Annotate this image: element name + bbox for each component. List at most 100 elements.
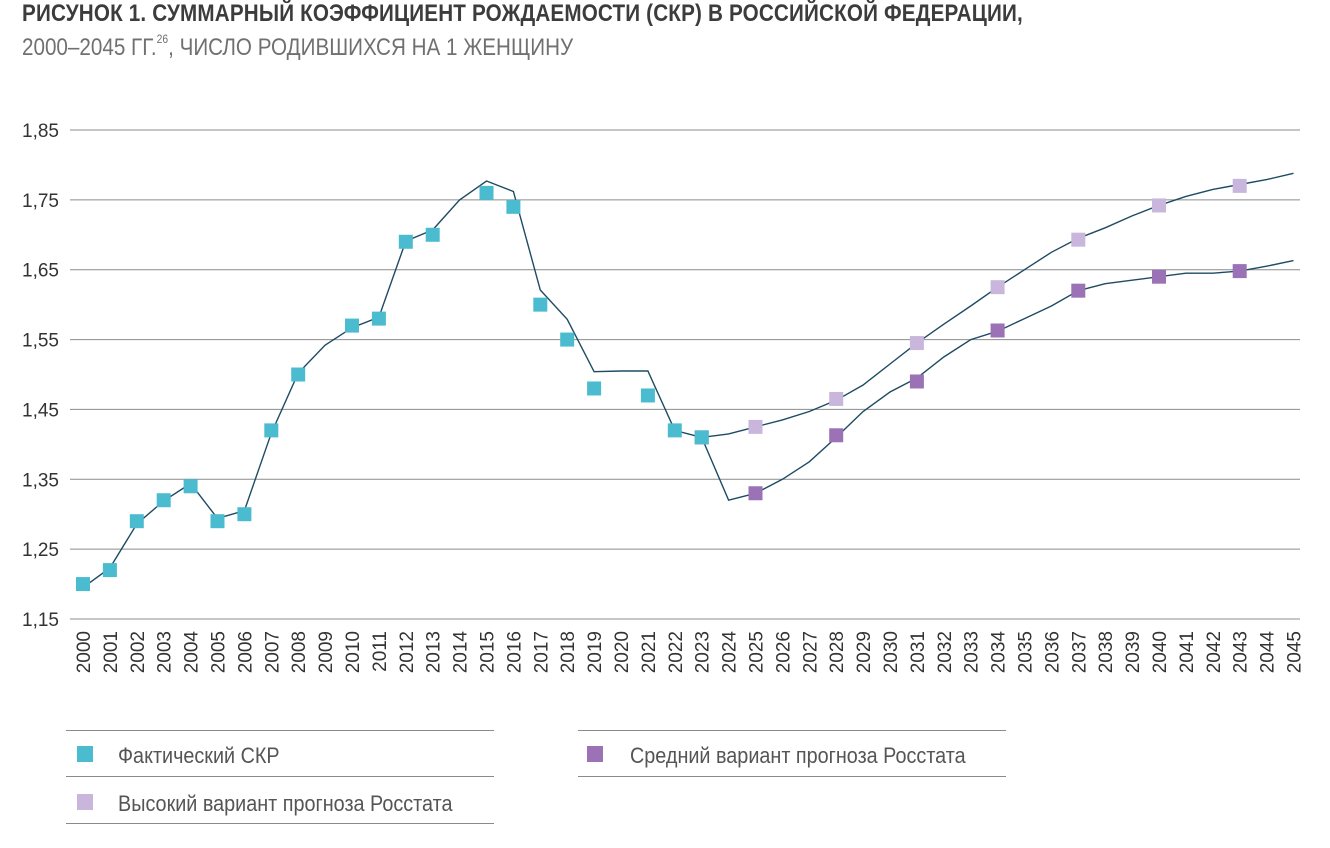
data-point (506, 199, 521, 214)
x-tick-label: 2037 (1069, 631, 1090, 673)
data-point (640, 388, 655, 403)
legend-swatch-medium (587, 746, 603, 762)
data-point (479, 185, 494, 200)
y-tick-label: 1,15 (22, 610, 59, 631)
data-point (829, 391, 844, 406)
data-point (102, 563, 117, 578)
data-point (291, 367, 306, 382)
x-tick-label: 2029 (854, 631, 875, 673)
y-tick-label: 1,65 (22, 261, 59, 282)
legend-label: Фактический СКР (118, 743, 280, 768)
x-tick-label: 2021 (639, 631, 660, 673)
subtitle-unit: , ЧИСЛО РОДИВШИХСЯ НА 1 ЖЕНЩИНУ (168, 34, 574, 61)
x-tick-label: 2008 (289, 631, 310, 673)
x-tick-label: 2044 (1258, 631, 1279, 674)
x-tick-label: 2001 (101, 631, 122, 673)
legend-rule (578, 730, 1006, 731)
data-point (1152, 198, 1166, 213)
x-tick-label: 2026 (773, 631, 794, 673)
x-tick-label: 2040 (1150, 631, 1171, 673)
data-point (533, 297, 548, 312)
data-point (694, 430, 709, 445)
series-line-0 (82, 180, 702, 589)
x-tick-label: 2042 (1204, 631, 1225, 673)
x-tick-label: 2017 (531, 631, 552, 673)
x-tick-label: 2015 (478, 631, 499, 673)
x-tick-label: 2030 (881, 631, 902, 673)
x-tick-label: 2024 (720, 631, 741, 674)
data-point (129, 514, 144, 529)
data-point (1232, 178, 1247, 193)
x-tick-label: 2006 (235, 631, 256, 673)
chart-subtitle: 2000–2045 ГГ.26, ЧИСЛО РОДИВШИХСЯ НА 1 Ж… (22, 32, 574, 62)
legend-swatch-high (77, 794, 93, 810)
data-point (1232, 264, 1247, 279)
legend-item-actual: Фактический СКР (118, 743, 298, 769)
footnote-ref: 26 (156, 32, 169, 46)
y-tick-label: 1,35 (22, 470, 59, 491)
data-point (371, 311, 386, 326)
x-tick-label: 2004 (182, 631, 203, 674)
x-tick-label: 2045 (1285, 631, 1306, 673)
legend-item-medium: Средний вариант прогноза Росстата (630, 743, 1003, 769)
x-tick-label: 2016 (504, 631, 525, 673)
x-tick-label: 2013 (424, 631, 445, 673)
x-tick-label: 2009 (316, 631, 337, 673)
legend-rule (66, 823, 494, 824)
series-line-1 (701, 172, 1294, 439)
x-tick-label: 2023 (693, 631, 714, 673)
legend-rule (66, 730, 494, 731)
x-tick-label: 2007 (262, 631, 283, 673)
x-tick-label: 2011 (370, 631, 391, 672)
data-point (909, 374, 924, 389)
y-tick-label: 1,45 (22, 400, 59, 421)
data-point (183, 479, 198, 494)
data-point (667, 423, 682, 438)
x-tick-label: 2035 (1016, 631, 1037, 673)
data-point (345, 318, 359, 333)
x-tick-label: 2022 (666, 631, 687, 673)
x-tick-label: 2027 (800, 631, 821, 673)
data-point (748, 486, 763, 501)
x-tick-label: 2041 (1177, 631, 1198, 673)
x-tick-label: 2039 (1123, 631, 1144, 673)
x-tick-label: 2020 (612, 631, 633, 673)
x-tick-label: 2000 (74, 631, 95, 673)
y-tick-label: 1,75 (22, 191, 59, 212)
x-tick-label: 2032 (935, 631, 956, 673)
y-tick-label: 1,25 (22, 540, 59, 561)
y-tick-label: 1,55 (22, 331, 59, 352)
legend-label: Средний вариант прогноза Росстата (630, 743, 966, 768)
x-tick-label: 2014 (451, 631, 472, 674)
x-tick-label: 2043 (1231, 631, 1252, 673)
legend-label: Высокий вариант прогноза Росстата (118, 791, 453, 816)
series-line-2 (701, 259, 1294, 502)
subtitle-years: 2000–2045 ГГ. (22, 34, 157, 61)
data-point (156, 493, 171, 508)
data-point (1152, 269, 1166, 284)
x-tick-label: 2003 (155, 631, 176, 673)
data-point (1071, 232, 1086, 247)
data-point (748, 419, 763, 434)
data-point (990, 280, 1005, 295)
data-point (264, 423, 279, 438)
chart-title: РИСУНОК 1. СУММАРНЫЙ КОЭФФИЦИЕНТ РОЖДАЕМ… (22, 0, 1023, 27)
x-tick-label: 2002 (128, 631, 149, 673)
data-point (1071, 283, 1086, 298)
x-tick-label: 2028 (827, 631, 848, 673)
data-point (560, 332, 575, 347)
data-point (990, 323, 1005, 338)
data-point (425, 227, 440, 242)
legend-rule (578, 776, 1006, 777)
data-point (237, 507, 252, 522)
legend-swatch-actual (77, 746, 93, 762)
data-point (829, 428, 844, 443)
x-tick-label: 2025 (747, 631, 768, 673)
data-point (587, 381, 602, 396)
data-point (210, 514, 225, 529)
x-tick-label: 2012 (397, 631, 418, 673)
legend-rule (66, 776, 494, 777)
x-tick-label: 2031 (908, 631, 929, 673)
x-tick-label: 2036 (1042, 631, 1063, 673)
